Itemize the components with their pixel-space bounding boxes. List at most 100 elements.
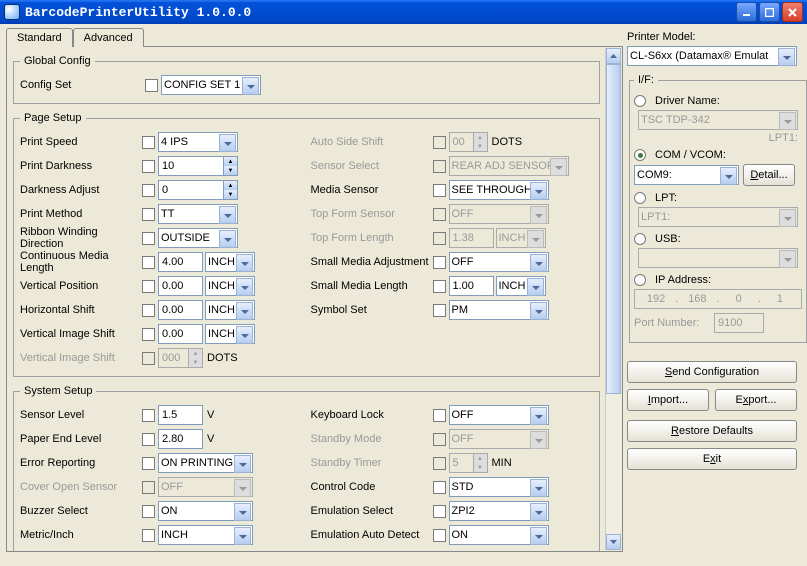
- send-configuration-button[interactable]: Send Configuration: [627, 361, 797, 383]
- scroll-up-button[interactable]: [606, 48, 621, 64]
- cover-open-sensor-checkbox: [142, 481, 155, 494]
- print-method-checkbox[interactable]: [142, 208, 155, 221]
- sensor-level-input[interactable]: 1.5: [158, 405, 203, 425]
- print-speed-select[interactable]: 4 IPS: [158, 132, 238, 152]
- config-set-label: Config Set: [20, 79, 145, 91]
- small-media-length-unit[interactable]: INCH: [496, 276, 546, 296]
- keyboard-lock-checkbox[interactable]: [433, 409, 446, 422]
- buzzer-select-select[interactable]: ON: [158, 501, 253, 521]
- export-button[interactable]: Export...: [715, 389, 797, 411]
- config-set-checkbox[interactable]: [145, 79, 158, 92]
- scrollbar[interactable]: [605, 48, 621, 550]
- print-speed-checkbox[interactable]: [142, 136, 155, 149]
- print-method-select[interactable]: TT: [158, 204, 238, 224]
- paper-end-level-checkbox[interactable]: [142, 433, 155, 446]
- vertical-image-shift-unit[interactable]: INCH: [205, 324, 255, 344]
- darkness-adjust-checkbox[interactable]: [142, 184, 155, 197]
- paper-end-level-input[interactable]: 2.80: [158, 429, 203, 449]
- driver-name-label: Driver Name:: [655, 95, 720, 107]
- paper-end-level-label: Paper End Level: [20, 433, 142, 445]
- cont-media-length-input[interactable]: 4.00: [158, 252, 203, 272]
- top-form-length-input: 1.38: [449, 228, 494, 248]
- small-media-adj-select[interactable]: OFF: [449, 252, 549, 272]
- driver-name-select: TSC TDP-342: [638, 110, 798, 130]
- ip-radio[interactable]: [634, 274, 646, 286]
- standby-timer-unit: MIN: [492, 457, 512, 469]
- lpt-radio[interactable]: [634, 192, 646, 204]
- detail-button[interactable]: Detail...: [743, 164, 795, 186]
- ribbon-winding-select[interactable]: OUTSIDE: [158, 228, 238, 248]
- top-form-sensor-label: Top Form Sensor: [311, 208, 433, 220]
- small-media-length-checkbox[interactable]: [433, 280, 446, 293]
- emulation-auto-detect-checkbox[interactable]: [433, 529, 446, 542]
- scroll-thumb[interactable]: [606, 64, 621, 394]
- keyboard-lock-select[interactable]: OFF: [449, 405, 549, 425]
- control-code-select[interactable]: STD: [449, 477, 549, 497]
- darkness-adjust-spinner[interactable]: 0▲▼: [158, 180, 238, 200]
- media-sensor-select[interactable]: SEE THROUGH: [449, 180, 549, 200]
- control-code-checkbox[interactable]: [433, 481, 446, 494]
- horizontal-shift-label: Horizontal Shift: [20, 304, 142, 316]
- printer-model-label: Printer Model:: [627, 31, 801, 43]
- sensor-level-checkbox[interactable]: [142, 409, 155, 422]
- print-speed-label: Print Speed: [20, 136, 142, 148]
- metric-inch-select[interactable]: INCH: [158, 525, 253, 545]
- vertical-image-shift-checkbox[interactable]: [142, 328, 155, 341]
- standby-timer-spinner: 5▲▼: [449, 453, 488, 473]
- print-darkness-label: Print Darkness: [20, 160, 142, 172]
- import-button[interactable]: Import...: [627, 389, 709, 411]
- vertical-position-checkbox[interactable]: [142, 280, 155, 293]
- standby-timer-label: Standby Timer: [311, 457, 433, 469]
- ip-label: IP Address:: [655, 274, 711, 286]
- auto-side-shift-checkbox: [433, 136, 446, 149]
- close-button[interactable]: [782, 2, 803, 22]
- vertical-image-shift-input[interactable]: 0.00: [158, 324, 203, 344]
- if-group: I/F: Driver Name: TSC TDP-342 LPT1: COM …: [629, 74, 807, 343]
- emulation-auto-detect-label: Emulation Auto Detect: [311, 529, 433, 541]
- small-media-adj-checkbox[interactable]: [433, 256, 446, 269]
- tab-standard[interactable]: Standard: [6, 28, 73, 47]
- minimize-button[interactable]: [736, 2, 757, 22]
- usb-select: [638, 248, 798, 268]
- print-darkness-checkbox[interactable]: [142, 160, 155, 173]
- print-darkness-spinner[interactable]: 10▲▼: [158, 156, 238, 176]
- config-set-select[interactable]: CONFIG SET 1: [161, 75, 261, 95]
- horizontal-shift-input[interactable]: 0.00: [158, 300, 203, 320]
- buzzer-select-checkbox[interactable]: [142, 505, 155, 518]
- small-media-length-input[interactable]: 1.00: [449, 276, 494, 296]
- restore-defaults-button[interactable]: Restore Defaults: [627, 420, 797, 442]
- cover-open-sensor-select: OFF: [158, 477, 253, 497]
- error-reporting-select[interactable]: ON PRINTING: [158, 453, 253, 473]
- symbol-set-checkbox[interactable]: [433, 304, 446, 317]
- horizontal-shift-checkbox[interactable]: [142, 304, 155, 317]
- symbol-set-select[interactable]: PM: [449, 300, 549, 320]
- emulation-auto-detect-select[interactable]: ON: [449, 525, 549, 545]
- emulation-select-select[interactable]: ZPI2: [449, 501, 549, 521]
- driver-name-radio[interactable]: [634, 95, 646, 107]
- tab-advanced-label: Advanced: [84, 32, 133, 44]
- error-reporting-checkbox[interactable]: [142, 457, 155, 470]
- com-radio[interactable]: [634, 149, 646, 161]
- printer-model-select[interactable]: CL-S6xx (Datamax® Emulat: [627, 46, 797, 66]
- lpt-select: LPT1:: [638, 207, 798, 227]
- global-config-legend: Global Config: [20, 55, 95, 67]
- metric-inch-checkbox[interactable]: [142, 529, 155, 542]
- vertical-position-input[interactable]: 0.00: [158, 276, 203, 296]
- vertical-position-label: Vertical Position: [20, 280, 142, 292]
- ribbon-winding-checkbox[interactable]: [142, 232, 155, 245]
- vertical-position-unit[interactable]: INCH: [205, 276, 255, 296]
- media-sensor-checkbox[interactable]: [433, 184, 446, 197]
- exit-button[interactable]: Exit: [627, 448, 797, 470]
- emulation-select-checkbox[interactable]: [433, 505, 446, 518]
- usb-radio[interactable]: [634, 233, 646, 245]
- maximize-button[interactable]: [759, 2, 780, 22]
- system-setup-legend: System Setup: [20, 385, 96, 397]
- tab-standard-label: Standard: [17, 32, 62, 44]
- top-form-length-label: Top Form Length: [311, 232, 433, 244]
- com-select[interactable]: COM9:: [634, 165, 739, 185]
- horizontal-shift-unit[interactable]: INCH: [205, 300, 255, 320]
- cont-media-length-unit[interactable]: INCH: [205, 252, 255, 272]
- scroll-down-button[interactable]: [606, 534, 621, 550]
- cont-media-length-checkbox[interactable]: [142, 256, 155, 269]
- tab-advanced[interactable]: Advanced: [73, 28, 144, 47]
